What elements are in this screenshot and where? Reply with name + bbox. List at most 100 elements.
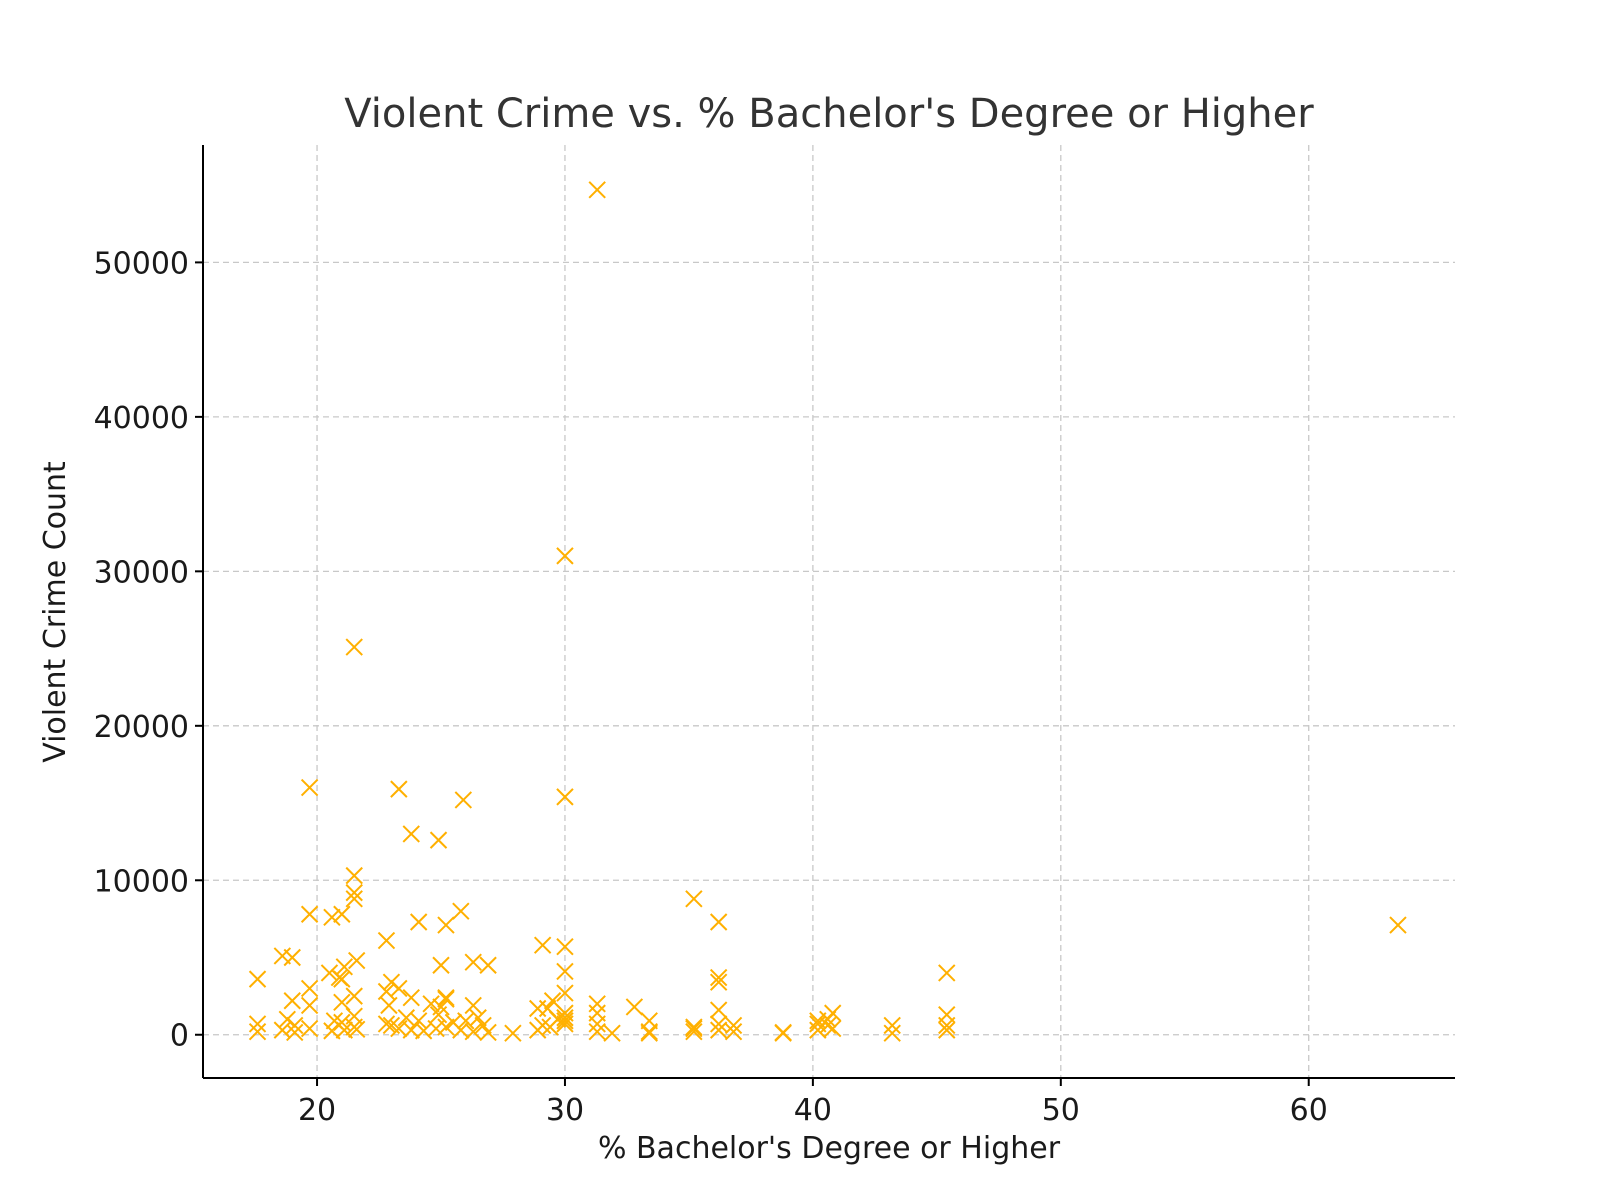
data-point bbox=[300, 1019, 319, 1038]
data-point bbox=[469, 1009, 487, 1027]
data-point bbox=[824, 1019, 842, 1038]
data-point bbox=[556, 962, 574, 981]
data-point bbox=[556, 788, 574, 806]
y-tick-label: 40000 bbox=[94, 401, 189, 436]
data-point bbox=[774, 1023, 792, 1042]
data-point bbox=[437, 988, 455, 1007]
x-tick-label: 20 bbox=[298, 1093, 336, 1128]
data-point bbox=[397, 1009, 416, 1027]
grid-lines bbox=[203, 145, 1455, 1078]
data-point bbox=[345, 866, 363, 885]
data-point bbox=[409, 913, 428, 931]
data-point bbox=[345, 883, 363, 902]
data-point bbox=[685, 1019, 703, 1038]
data-point bbox=[938, 1016, 956, 1035]
data-point bbox=[588, 1015, 606, 1033]
data-point bbox=[640, 1022, 658, 1041]
data-point bbox=[454, 791, 473, 809]
data-point bbox=[300, 996, 319, 1015]
data-point bbox=[556, 547, 574, 565]
data-point bbox=[286, 1023, 304, 1042]
y-tick-label: 0 bbox=[170, 1019, 189, 1054]
data-point bbox=[457, 1012, 475, 1030]
data-point bbox=[248, 970, 267, 988]
x-tick-label: 40 bbox=[794, 1093, 832, 1128]
data-point bbox=[464, 1022, 482, 1041]
data-point bbox=[464, 953, 482, 971]
data-point bbox=[685, 890, 703, 908]
x-tick-label: 60 bbox=[1290, 1093, 1328, 1128]
data-point bbox=[883, 1024, 901, 1042]
y-axis-label: Violent Crime Count bbox=[38, 461, 73, 763]
data-point bbox=[437, 990, 455, 1008]
data-point bbox=[938, 1021, 956, 1039]
data-point bbox=[380, 996, 398, 1015]
data-point bbox=[452, 902, 470, 920]
data-point bbox=[809, 1015, 827, 1033]
data-point bbox=[402, 988, 420, 1007]
data-point bbox=[709, 1021, 728, 1039]
data-point bbox=[432, 956, 450, 974]
data-point bbox=[377, 931, 396, 950]
data-point bbox=[709, 913, 728, 931]
data-point bbox=[556, 1009, 574, 1027]
x-axis-label: % Bachelor's Degree or Higher bbox=[598, 1131, 1061, 1166]
data-point bbox=[429, 1005, 448, 1024]
data-point bbox=[685, 1022, 703, 1041]
data-point bbox=[320, 964, 339, 982]
data-point bbox=[556, 1012, 574, 1030]
data-point bbox=[422, 995, 440, 1013]
data-point bbox=[283, 992, 301, 1010]
x-tick-label: 50 bbox=[1042, 1093, 1080, 1128]
axis-ticks: 20 30 40 50 60 0 10000 20000 30000 40000 50000 bbox=[94, 246, 1328, 1128]
data-point bbox=[323, 908, 341, 927]
data-point bbox=[333, 1013, 351, 1032]
data-point bbox=[556, 984, 574, 1002]
data-point bbox=[248, 1015, 267, 1033]
data-point bbox=[300, 979, 319, 998]
data-point bbox=[474, 1016, 492, 1035]
data-point bbox=[377, 1015, 396, 1033]
data-point bbox=[603, 1024, 621, 1042]
data-point bbox=[938, 964, 956, 982]
data-point bbox=[390, 780, 408, 798]
data-point bbox=[588, 1022, 606, 1041]
data-point bbox=[685, 1018, 703, 1036]
data-point bbox=[345, 987, 363, 1005]
data-points bbox=[248, 181, 1407, 1042]
data-point bbox=[333, 993, 351, 1012]
data-point bbox=[325, 1012, 344, 1030]
data-point bbox=[709, 968, 728, 987]
y-tick-label: 20000 bbox=[94, 710, 189, 745]
data-point bbox=[348, 951, 366, 970]
data-point bbox=[709, 1001, 728, 1019]
y-tick-label: 30000 bbox=[94, 555, 189, 590]
data-point bbox=[548, 1010, 567, 1029]
data-point bbox=[1389, 916, 1407, 934]
data-point bbox=[464, 996, 482, 1015]
data-point bbox=[345, 1007, 363, 1025]
x-tick-label: 30 bbox=[546, 1093, 584, 1128]
data-point bbox=[402, 825, 420, 843]
data-point bbox=[377, 982, 396, 1001]
data-point bbox=[625, 998, 644, 1016]
chart-title: Violent Crime vs. % Bachelor's Degree or… bbox=[344, 91, 1314, 137]
data-point bbox=[640, 1024, 658, 1042]
data-point bbox=[333, 905, 351, 923]
data-point bbox=[248, 1022, 267, 1041]
data-point bbox=[429, 831, 448, 849]
data-point bbox=[709, 1015, 728, 1033]
data-point bbox=[556, 937, 574, 956]
data-point bbox=[300, 905, 319, 923]
data-point bbox=[278, 1010, 297, 1029]
data-point bbox=[883, 1016, 901, 1035]
data-point bbox=[724, 1016, 743, 1035]
data-point bbox=[533, 936, 552, 954]
data-point bbox=[390, 979, 408, 998]
data-point bbox=[588, 995, 606, 1013]
data-point bbox=[345, 638, 363, 656]
data-point bbox=[533, 1016, 552, 1035]
data-point bbox=[437, 916, 455, 934]
data-point bbox=[588, 181, 606, 199]
data-point bbox=[504, 1024, 522, 1042]
